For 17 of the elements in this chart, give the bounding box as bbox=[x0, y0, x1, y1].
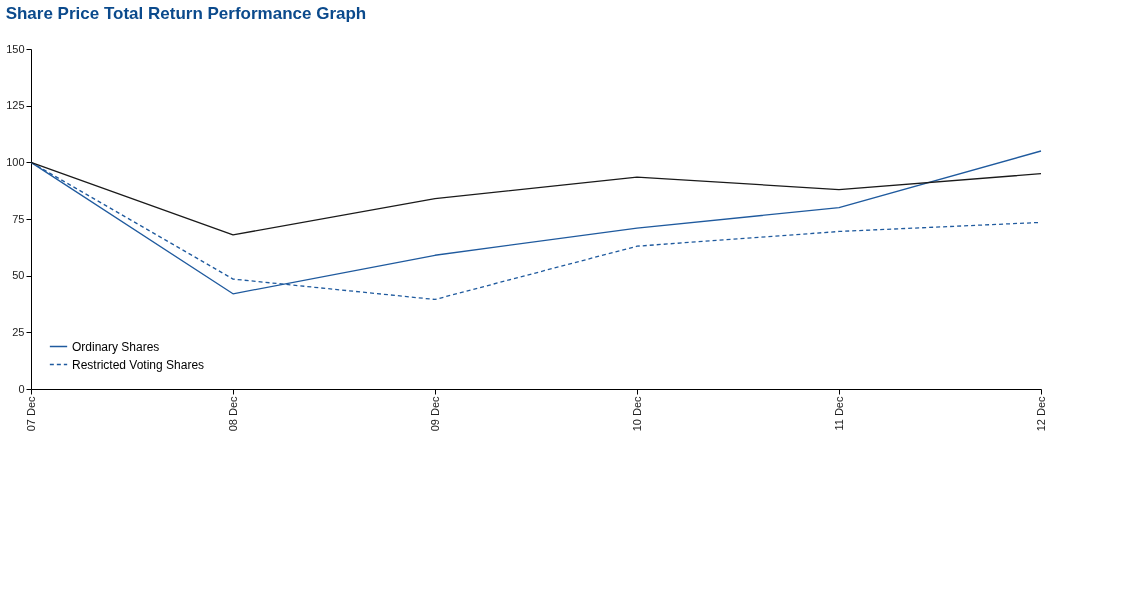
y-tick-label: 0 bbox=[18, 382, 25, 395]
x-tick-label: 07 Dec bbox=[24, 396, 37, 432]
line-series bbox=[30, 161, 1042, 236]
y-tick-label: 150 bbox=[6, 42, 25, 55]
x-tick-label: 10 Dec bbox=[630, 396, 643, 432]
y-tick-label: 125 bbox=[6, 99, 25, 112]
y-tick-label: 50 bbox=[12, 269, 25, 282]
y-tick-label: 75 bbox=[12, 212, 25, 225]
x-tick-label: 11 Dec bbox=[832, 396, 845, 431]
chart-title: Share Price Total Return Performance Graph bbox=[5, 4, 367, 23]
x-tick-label: 12 Dec bbox=[1034, 396, 1047, 432]
y-tick-label: 100 bbox=[6, 155, 25, 168]
legend-label: Restricted Voting Shares bbox=[72, 357, 205, 372]
x-tick-label: 08 Dec bbox=[226, 396, 239, 432]
x-tick-label: 09 Dec bbox=[428, 396, 441, 432]
y-tick-label: 25 bbox=[12, 325, 25, 338]
legend-label: Ordinary Shares bbox=[72, 339, 160, 354]
